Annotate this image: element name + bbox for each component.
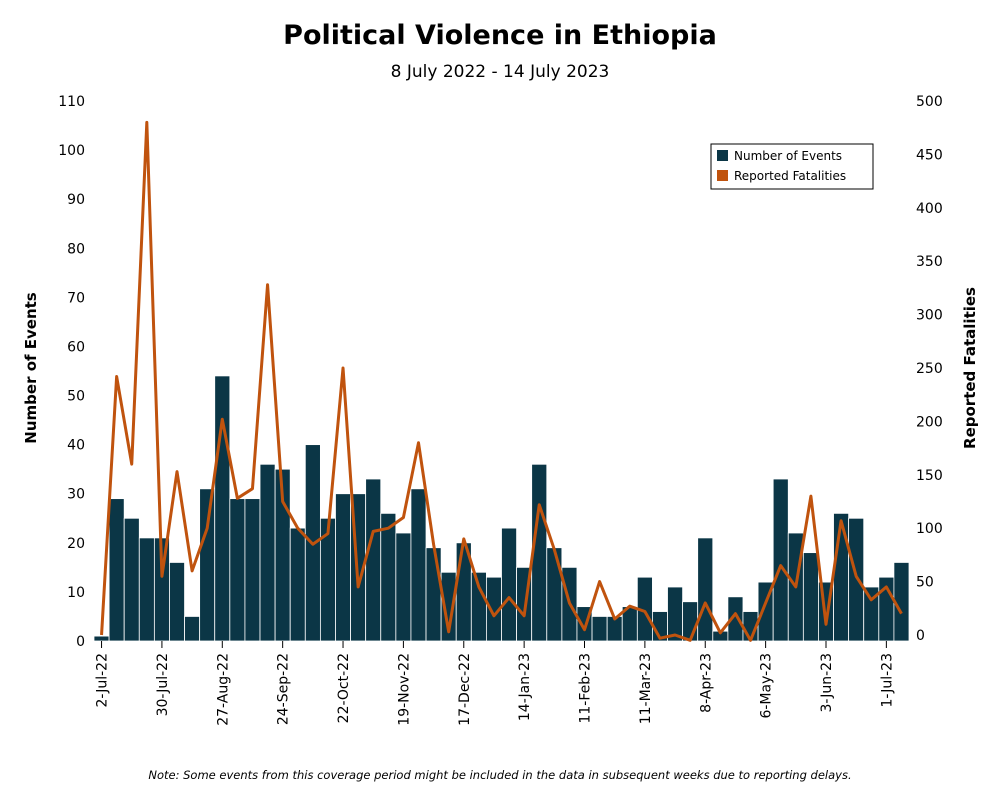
left-tick-label: 10 [67, 585, 85, 601]
x-tick-label: 22-Oct-22 [336, 653, 352, 723]
bar [697, 537, 714, 642]
right-tick-label: 250 [916, 361, 943, 377]
left-tick-label: 0 [76, 634, 85, 650]
bar [591, 616, 608, 642]
right-tick-label: 450 [916, 147, 943, 163]
right-tick-label: 350 [916, 254, 943, 270]
bar [848, 517, 865, 642]
x-tick-label: 1-Jul-23 [879, 653, 895, 708]
bar [772, 478, 789, 642]
bar [229, 498, 246, 642]
x-tick-label: 11-Mar-23 [638, 653, 654, 724]
left-tick-label: 50 [67, 389, 85, 405]
x-tick-label: 3-Jun-23 [819, 653, 835, 712]
left-tick-label: 60 [67, 339, 85, 355]
bar [380, 512, 397, 642]
right-axis-title: Reported Fatalities [961, 287, 979, 449]
right-tick-label: 200 [916, 414, 943, 430]
left-tick-label: 90 [67, 192, 85, 208]
x-tick-label: 19-Nov-22 [396, 653, 412, 726]
bar [833, 512, 850, 642]
right-tick-label: 300 [916, 308, 943, 324]
bar [365, 478, 382, 642]
left-axis-title: Number of Events [22, 292, 40, 443]
x-tick-label: 24-Sep-22 [276, 653, 292, 725]
bar [395, 532, 412, 642]
bar [501, 527, 517, 642]
right-tick-label: 400 [916, 201, 943, 217]
bar [425, 547, 442, 642]
x-tick-label: 14-Jan-23 [517, 653, 533, 721]
bar [184, 616, 201, 642]
bar [214, 375, 231, 642]
fatalities-line [100, 120, 903, 642]
right-tick-label: 100 [916, 521, 943, 537]
x-tick-label: 2-Jul-22 [95, 653, 111, 708]
bar [138, 537, 155, 642]
legend-swatch-fatalities [717, 170, 728, 181]
legend: Number of Events Reported Fatalities [710, 143, 874, 190]
right-y-axis: 0 50 100 150 200 250 300 350 400 450 500 [916, 94, 943, 644]
right-tick-label: 50 [916, 575, 934, 591]
x-tick-label: 30-Jul-22 [155, 653, 171, 716]
legend-label-events: Number of Events [734, 149, 842, 163]
bar [682, 601, 699, 642]
left-tick-label: 40 [67, 438, 85, 454]
bar [259, 463, 276, 642]
bar [93, 635, 110, 642]
x-tick-label: 17-Dec-22 [457, 653, 473, 726]
bar [802, 552, 819, 642]
left-tick-label: 30 [67, 487, 85, 503]
x-tick-label: 27-Aug-22 [215, 653, 231, 726]
bar-series-events [93, 375, 910, 642]
right-tick-label: 150 [916, 468, 943, 484]
chart-subtitle: 8 July 2022 - 14 July 2023 [390, 62, 610, 82]
bar [546, 547, 563, 642]
bar [108, 498, 125, 642]
bar [289, 527, 306, 642]
footnote: Note: Some events from this coverage per… [148, 768, 852, 782]
bar [123, 517, 140, 642]
left-tick-label: 110 [58, 94, 85, 110]
left-tick-label: 20 [67, 536, 85, 552]
legend-label-fatalities: Reported Fatalities [734, 169, 846, 183]
x-tick-label: 8-Apr-23 [698, 653, 714, 713]
left-tick-label: 80 [67, 241, 85, 257]
bar [667, 586, 684, 642]
right-tick-label: 0 [916, 628, 925, 644]
left-y-axis: 0 10 20 30 40 50 60 70 80 90 100 110 [58, 94, 85, 650]
left-tick-label: 100 [58, 143, 85, 159]
line-series-fatalities [100, 120, 903, 642]
bar [335, 493, 351, 642]
bar [410, 488, 427, 642]
legend-swatch-events [717, 150, 728, 161]
bar [199, 488, 216, 642]
chart-title: Political Violence in Ethiopia [283, 20, 717, 51]
left-tick-label: 70 [67, 290, 85, 306]
bar [169, 562, 185, 642]
x-tick-label: 11-Feb-23 [578, 653, 594, 724]
bar [244, 498, 261, 642]
legend-box [710, 143, 874, 190]
x-tick-label: 6-May-23 [759, 653, 775, 719]
right-tick-label: 500 [916, 94, 943, 110]
x-axis: 2-Jul-22 30-Jul-22 27-Aug-22 24-Sep-22 22-Oc… [95, 641, 895, 726]
